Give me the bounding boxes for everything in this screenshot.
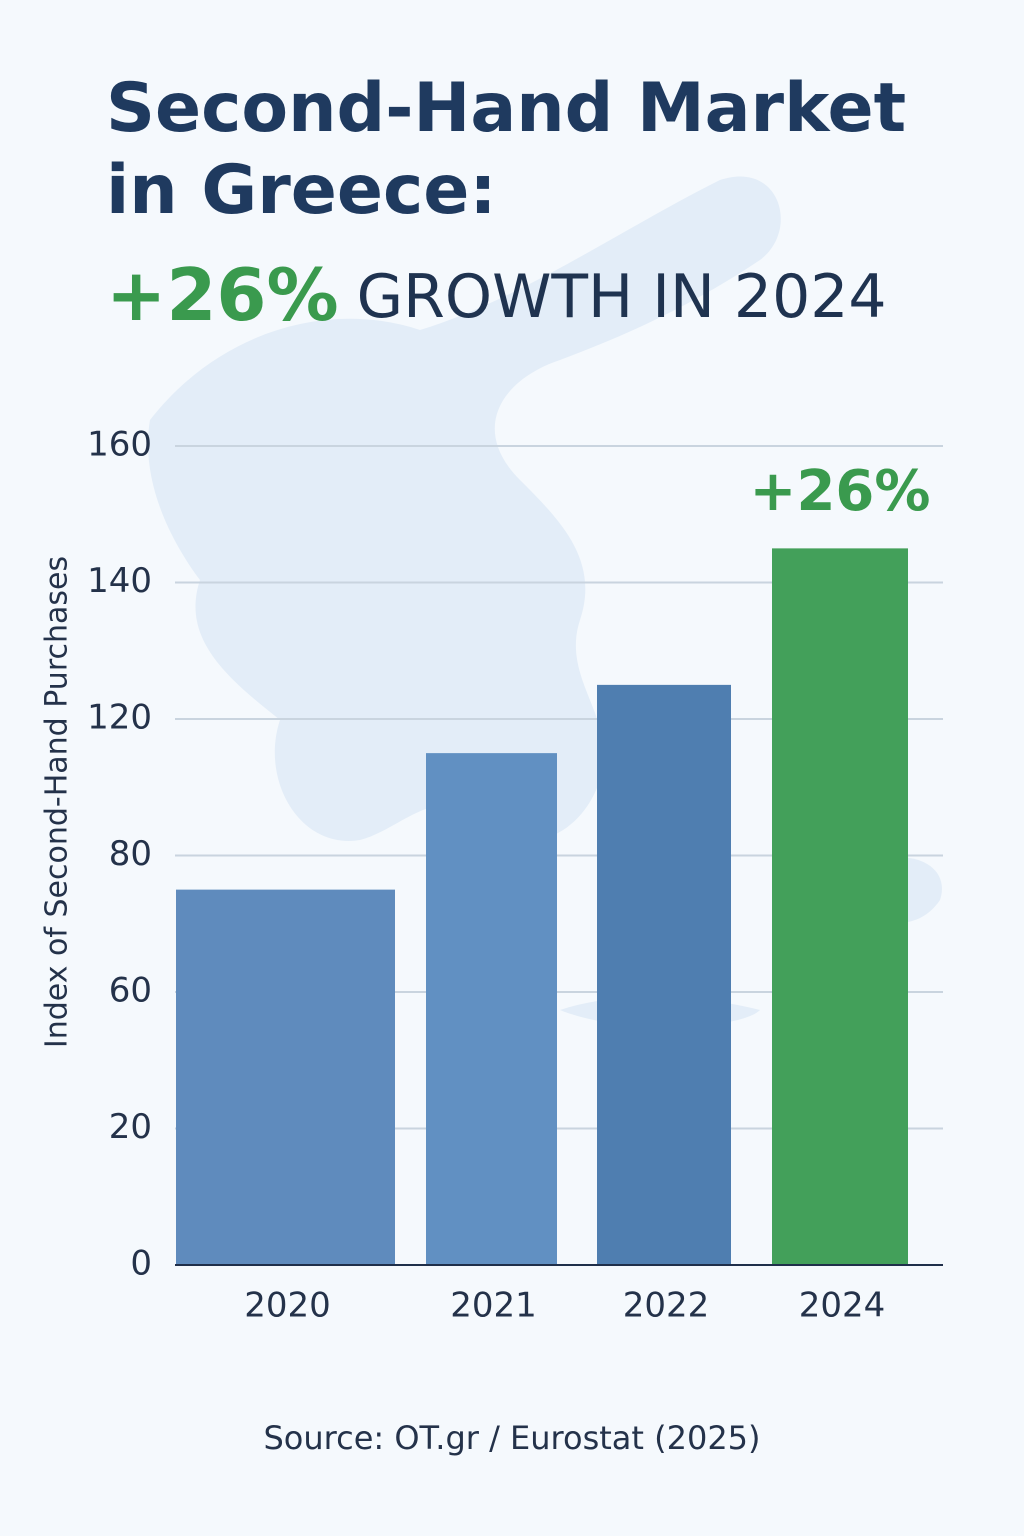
y-tick-label: 0: [130, 1244, 152, 1284]
y-tick-label: 20: [109, 1107, 152, 1147]
y-tick-label: 160: [87, 425, 152, 465]
y-tick-label: 60: [109, 971, 152, 1011]
source: Source: OT.gr / Eurostat (2025): [263, 1419, 760, 1457]
annotation: +26%: [750, 459, 931, 524]
bar: [426, 753, 557, 1265]
subtitle-highlight: +26%: [106, 253, 339, 337]
x-tick-label: 2020: [244, 1286, 331, 1326]
bar: [772, 548, 908, 1265]
subtitle-text: GROWTH IN 2024: [357, 262, 887, 332]
y-axis-label: Index of Second-Hand Purchases: [40, 556, 75, 1048]
y-tick-label: 80: [109, 834, 152, 874]
x-tick-label: 2022: [623, 1286, 710, 1326]
bar: [176, 889, 395, 1265]
x-tick-label: 2021: [450, 1286, 537, 1326]
y-tick-label: 120: [87, 698, 152, 738]
subtitle: +26% GROWTH IN 2024: [106, 253, 887, 337]
map-shape: [148, 176, 781, 841]
plot: 0 20 60 80 120 140 160 2020 2021 2022 2024 +26%: [87, 425, 943, 1326]
y-tick-label: 140: [87, 561, 152, 601]
bar: [597, 684, 731, 1265]
title: Second-Hand Market in Greece:: [106, 69, 906, 230]
x-tick-label: 2024: [799, 1286, 886, 1326]
